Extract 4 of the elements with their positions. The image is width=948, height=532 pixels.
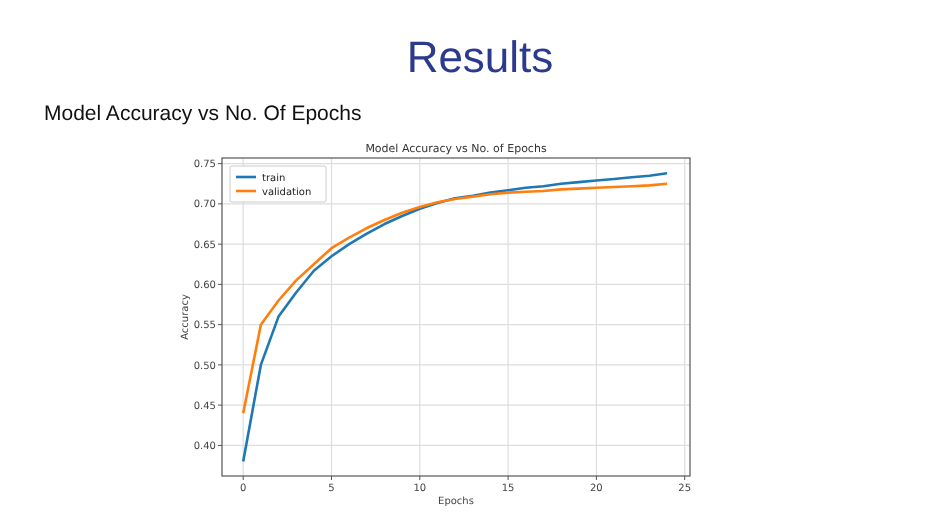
line-series	[241, 182, 669, 415]
chart-title: Results	[406, 32, 554, 82]
line-series	[241, 172, 669, 463]
chart-subtitle: Model Accuracy vs No. Of Epochs	[44, 102, 362, 126]
